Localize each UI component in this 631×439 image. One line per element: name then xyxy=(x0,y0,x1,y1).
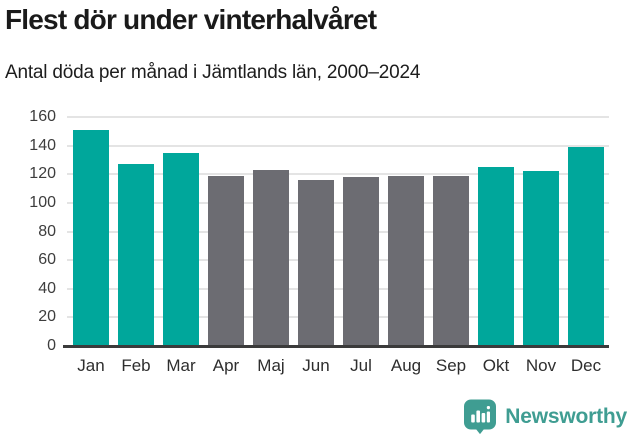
y-tick-100: 100 xyxy=(29,193,56,211)
bar-jan xyxy=(73,129,109,346)
x-tick-maj: Maj xyxy=(257,356,285,375)
newsworthy-logo-icon xyxy=(464,399,497,435)
gridline-120 xyxy=(67,173,609,176)
chart-subtitle: Antal döda per månad i Jämtlands län, 20… xyxy=(5,62,421,83)
gridline-60 xyxy=(67,259,609,262)
bar-jul xyxy=(343,177,379,346)
y-axis-labels: 0 20 40 60 80 100 120 140 160 xyxy=(0,108,56,354)
x-tick-jun: Jun xyxy=(302,356,330,375)
newsworthy-branding-link[interactable]: Newsworthy xyxy=(463,399,627,435)
gridline-160 xyxy=(67,116,609,118)
x-tick-jan: Jan xyxy=(77,356,105,375)
x-tick-feb: Feb xyxy=(121,356,151,375)
y-tick-120: 120 xyxy=(29,165,56,183)
bar-chart-plot-area xyxy=(63,116,609,346)
y-tick-20: 20 xyxy=(38,308,56,326)
x-tick-apr: Apr xyxy=(212,356,240,375)
bar-mar xyxy=(163,152,199,346)
bar-maj xyxy=(253,170,289,346)
y-tick-40: 40 xyxy=(38,279,56,297)
page-title: Flest dör under vinterhalvåret xyxy=(5,4,377,35)
bar-feb xyxy=(118,164,154,346)
x-axis-labels: Jan Feb Mar Apr Maj Jun Jul Aug Sep Okt Nov Dec xyxy=(73,356,604,376)
y-tick-0: 0 xyxy=(47,337,56,354)
bar-nov xyxy=(523,171,559,346)
gridline-80 xyxy=(67,230,609,233)
y-tick-140: 140 xyxy=(29,136,56,154)
x-tick-mar: Mar xyxy=(166,356,196,375)
bar-dec xyxy=(568,147,604,346)
bar-aug xyxy=(388,175,424,346)
gridline-100 xyxy=(67,201,609,204)
y-tick-60: 60 xyxy=(38,251,56,269)
newsworthy-logo-text: Newsworthy xyxy=(505,405,627,428)
y-tick-160: 160 xyxy=(29,108,56,125)
x-tick-dec: Dec xyxy=(570,356,602,375)
gridline-20 xyxy=(67,316,609,319)
bar-jun xyxy=(298,180,334,346)
x-tick-aug: Aug xyxy=(390,356,422,375)
bar-series xyxy=(73,129,604,346)
y-tick-80: 80 xyxy=(38,222,56,240)
gridline-40 xyxy=(67,287,609,290)
x-tick-nov: Nov xyxy=(525,356,557,375)
bar-sep xyxy=(433,175,469,346)
bar-okt xyxy=(478,167,514,346)
x-tick-okt: Okt xyxy=(482,356,510,375)
x-axis-line xyxy=(63,345,609,348)
bar-apr xyxy=(208,175,244,346)
x-tick-jul: Jul xyxy=(350,356,372,375)
x-tick-sep: Sep xyxy=(435,356,467,375)
gridline-140 xyxy=(67,144,609,147)
